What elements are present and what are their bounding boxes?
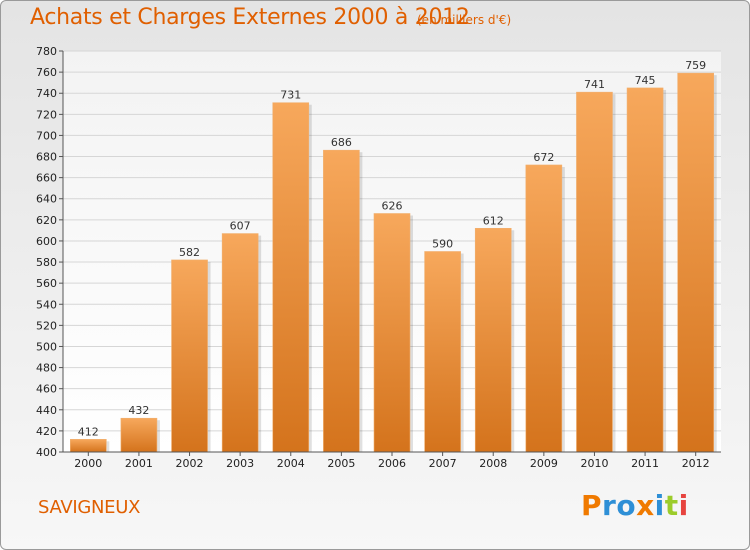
x-tick-label: 2008 [479,457,507,470]
bar [70,439,107,453]
x-tick-label: 2000 [74,457,102,470]
x-tick-label: 2004 [277,457,305,470]
data-label: 759 [685,59,706,72]
logo-letter: t [664,489,679,522]
data-label: 731 [280,89,301,102]
y-tick-label: 760 [36,66,57,79]
proxiti-logo: Proxiti [581,489,689,522]
y-tick-label: 720 [36,108,57,121]
y-tick-label: 580 [36,256,57,269]
bar [474,227,512,453]
bar [576,91,613,453]
data-label: 686 [331,136,352,149]
bar [626,87,664,453]
y-tick-label: 420 [36,425,57,438]
bar [120,417,158,453]
x-tick-label: 2007 [429,457,457,470]
y-tick-label: 460 [36,383,57,396]
y-tick-label: 560 [36,277,57,290]
data-label: 582 [179,246,200,259]
logo-letter: r [602,489,617,522]
bar [221,233,259,453]
chart-subtitle: (en milliers d'€) [417,13,512,27]
y-tick-label: 540 [36,298,57,311]
data-label: 432 [128,404,149,417]
y-tick-label: 600 [36,235,57,248]
x-tick-label: 2002 [176,457,204,470]
y-tick-label: 780 [36,45,57,58]
logo-letter: i [678,489,689,522]
y-tick-label: 400 [36,446,57,459]
data-label: 745 [635,74,656,87]
y-tick-label: 440 [36,404,57,417]
y-tick-label: 620 [36,214,57,227]
x-tick-label: 2001 [125,457,153,470]
logo-letter: x [636,489,655,522]
y-tick-label: 500 [36,340,57,353]
logo-letter: o [616,489,637,522]
data-label: 626 [382,200,403,213]
bar [677,72,714,453]
y-tick-label: 640 [36,193,57,206]
x-tick-label: 2006 [378,457,406,470]
x-tick-label: 2011 [631,457,659,470]
chart-title: Achats et Charges Externes 2000 à 2012 [30,5,470,30]
y-tick-label: 700 [36,129,57,142]
y-tick-label: 660 [36,172,57,185]
x-tick-label: 2003 [226,457,254,470]
bar [424,251,461,453]
bar [171,259,208,453]
y-tick-label: 520 [36,319,57,332]
x-tick-label: 2010 [580,457,608,470]
y-tick-label: 680 [36,151,57,164]
data-label: 412 [78,425,99,438]
bar [272,102,310,453]
data-label: 612 [483,214,504,227]
data-label: 607 [230,220,251,233]
data-label: 672 [533,151,554,164]
bar [373,213,411,453]
x-tick-label: 2012 [682,457,710,470]
x-tick-label: 2009 [530,457,558,470]
y-tick-label: 740 [36,87,57,100]
logo-letter: i [654,489,665,522]
x-tick-label: 2005 [327,457,355,470]
commune-name: SAVIGNEUX [38,497,141,518]
bar [525,164,563,453]
bar [323,149,360,453]
data-label: 741 [584,78,605,91]
y-tick-label: 480 [36,362,57,375]
logo-letter: P [581,489,603,522]
data-label: 590 [432,238,453,251]
